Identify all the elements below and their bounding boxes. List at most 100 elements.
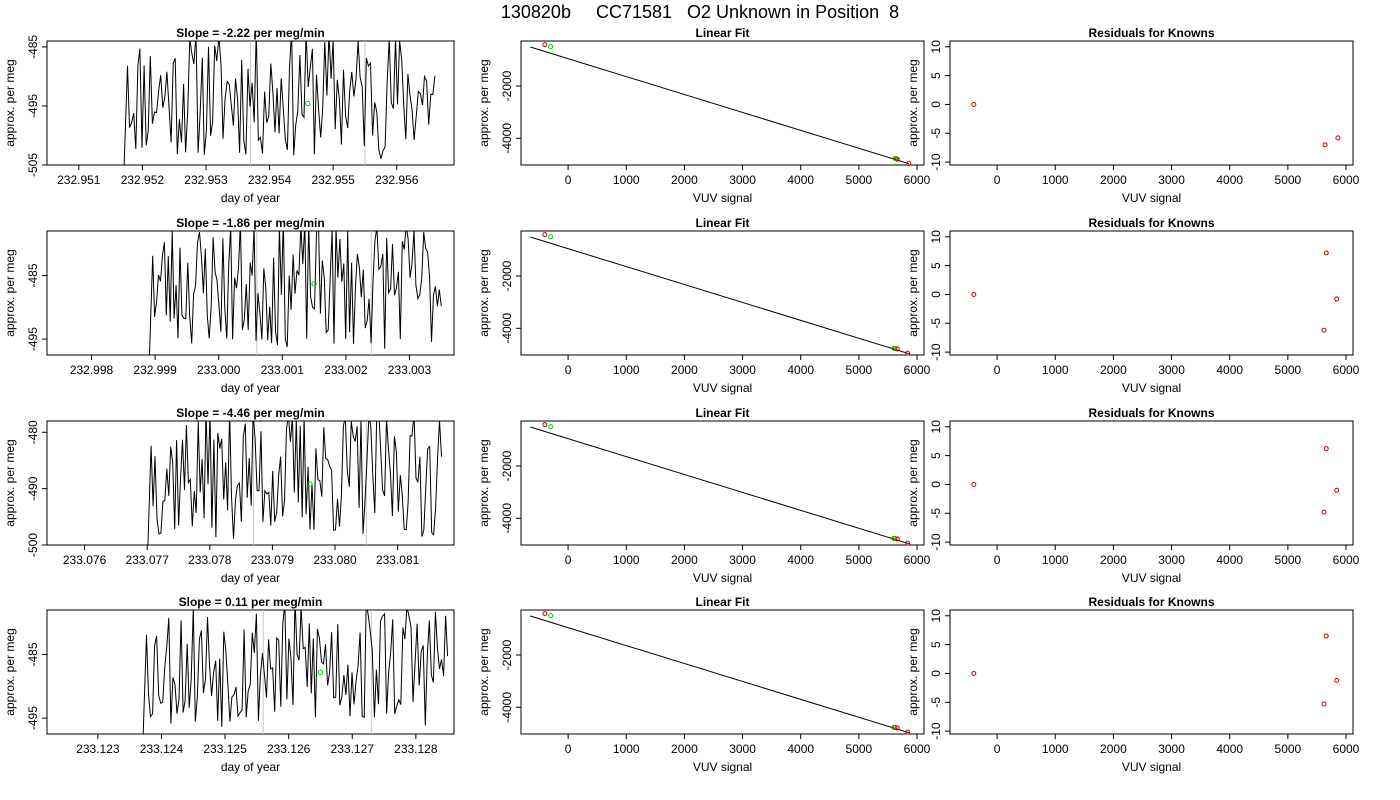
resid-panel-ytick-label: 0 xyxy=(929,101,943,108)
row-4: Slope = 0.11 per meg/min 233.123 233.124 23… xyxy=(3,595,1360,774)
time-panel-title: Slope = -2.22 per meg/min xyxy=(176,26,324,40)
time-panel-xtick-label: 233.123 xyxy=(76,742,120,756)
resid-panel-xtick-label: 4000 xyxy=(1216,363,1243,377)
time-panel-ytick-label: -485 xyxy=(26,35,40,59)
time-panel-xtick-label: 233.081 xyxy=(376,553,420,567)
resid-panel-xtick-label: 6000 xyxy=(1333,173,1360,187)
resid-panel-ytick-label: 10 xyxy=(929,609,943,623)
linear-fit-panel: Linear Fit 0 1000 2000 3000 4000 5000 6000 -4000… xyxy=(477,216,931,395)
resid-panel-xtick-label: 4000 xyxy=(1216,742,1243,756)
residual-point xyxy=(1335,135,1341,141)
resid-panel-ytick-label: 0 xyxy=(929,670,943,677)
resid-panel-xtick-label: 5000 xyxy=(1275,553,1302,567)
linear-fit-panel: Linear Fit 0 1000 2000 3000 4000 5000 6000 -4000… xyxy=(477,406,931,585)
row-3: Slope = -4.46 per meg/min 233.076 233.077 2… xyxy=(3,406,1360,585)
fit-panel-xtick-label: 3000 xyxy=(729,553,756,567)
resid-panel-ylabel: approx. per meg xyxy=(906,249,920,336)
time-panel-xlabel: day of year xyxy=(221,191,280,205)
fit-panel-xtick-label: 6000 xyxy=(904,363,931,377)
time-mean-point xyxy=(317,669,324,676)
resid-panel-xtick-label: 5000 xyxy=(1275,742,1302,756)
fit-panel-ytick-label: -2000 xyxy=(500,70,514,101)
time-panel-ytick-label: -495 xyxy=(26,327,40,351)
time-panel-xtick-label: 233.077 xyxy=(125,553,169,567)
fit-panel-frame xyxy=(520,420,925,546)
fit-unknown-point xyxy=(548,424,554,430)
fit-panel-xtick-label: 5000 xyxy=(846,173,873,187)
resid-panel-ytick-label: -5 xyxy=(929,318,943,329)
resid-panel-xlabel: VUV signal xyxy=(1122,191,1181,205)
resid-panel-frame xyxy=(949,40,1354,166)
time-panel-ytick-label: -480 xyxy=(26,420,40,444)
time-mean-point xyxy=(307,481,313,487)
time-mean-point xyxy=(311,281,317,287)
resid-panel-xtick-label: 2000 xyxy=(1100,553,1127,567)
fit-panel-title: Linear Fit xyxy=(695,595,749,609)
resid-panel-ytick-label: -5 xyxy=(929,697,943,708)
resid-panel-xtick-label: 0 xyxy=(994,553,1001,567)
resid-panel-xtick-label: 5000 xyxy=(1275,363,1302,377)
time-panel-xtick-label: 233.124 xyxy=(140,742,184,756)
residual-point xyxy=(1334,487,1340,493)
time-series-line xyxy=(123,41,436,165)
fit-panel-xtick-label: 3000 xyxy=(729,742,756,756)
fit-panel-ytick-label: -4000 xyxy=(500,692,514,723)
resid-panel-xtick-label: 3000 xyxy=(1158,742,1185,756)
resid-panel-xtick-label: 2000 xyxy=(1100,173,1127,187)
resid-panel-ylabel: approx. per meg xyxy=(906,628,920,715)
time-panel-xtick-label: 232.952 xyxy=(121,173,165,187)
resid-panel-xtick-label: 1000 xyxy=(1042,742,1069,756)
fit-panel-xtick-label: 6000 xyxy=(904,742,931,756)
resid-panel-ytick-label: 0 xyxy=(929,291,943,298)
fit-panel-xtick-label: 5000 xyxy=(846,553,873,567)
fit-unknown-point xyxy=(891,345,897,351)
fit-unknown-point xyxy=(891,724,897,730)
fit-known-point xyxy=(542,232,548,238)
fit-panel-xtick-label: 6000 xyxy=(904,173,931,187)
resid-panel-ylabel: approx. per meg xyxy=(906,439,920,526)
resid-panel-title: Residuals for Knowns xyxy=(1088,216,1214,230)
time-panel-ytick-label: -490 xyxy=(26,476,40,500)
time-panel-xtick-label: 233.079 xyxy=(251,553,295,567)
resid-panel-frame xyxy=(949,230,1354,356)
fit-panel-ylabel: approx. per meg xyxy=(477,439,491,526)
time-panel-xtick-label: 233.078 xyxy=(188,553,232,567)
fit-known-point xyxy=(906,160,912,166)
resid-panel-ytick-label: 5 xyxy=(929,262,943,269)
fit-panel-xtick-label: 2000 xyxy=(671,363,698,377)
linear-fit-panel: Linear Fit 0 1000 2000 3000 4000 5000 6000 -4000… xyxy=(477,26,931,205)
fit-panel-frame xyxy=(520,230,925,356)
time-panel-xtick-label: 233.001 xyxy=(261,363,305,377)
time-panel-xtick-label: 232.999 xyxy=(133,363,177,377)
time-panel-xtick-label: 233.126 xyxy=(267,742,311,756)
time-panel-ytick-label: -495 xyxy=(26,94,40,118)
fit-line xyxy=(530,236,910,355)
time-panel-ylabel: approx. per meg xyxy=(3,59,17,146)
fit-panel-xtick-label: 1000 xyxy=(613,363,640,377)
resid-panel-title: Residuals for Knowns xyxy=(1088,595,1214,609)
resid-panel-ytick-label: 5 xyxy=(929,452,943,459)
time-panel-xtick-label: 233.080 xyxy=(313,553,357,567)
residual-point xyxy=(1321,327,1327,333)
residual-point xyxy=(971,670,977,676)
residual-point xyxy=(1323,250,1329,256)
resid-panel-xtick-label: 6000 xyxy=(1333,363,1360,377)
fit-unknown-point xyxy=(548,613,554,619)
residual-point xyxy=(1323,633,1329,639)
fit-line xyxy=(530,426,910,545)
time-series-panel: Slope = -4.46 per meg/min 233.076 233.077 2… xyxy=(3,406,455,585)
resid-panel-xtick-label: 4000 xyxy=(1216,173,1243,187)
fit-panel-xtick-label: 3000 xyxy=(729,173,756,187)
resid-panel-title: Residuals for Knowns xyxy=(1088,26,1214,40)
resid-panel-xtick-label: 3000 xyxy=(1158,553,1185,567)
fit-panel-xlabel: VUV signal xyxy=(693,760,752,774)
fit-panel-xtick-label: 1000 xyxy=(613,742,640,756)
resid-panel-xtick-label: 2000 xyxy=(1100,742,1127,756)
fit-panel-xtick-label: 2000 xyxy=(671,173,698,187)
resid-panel-ytick-label: 10 xyxy=(929,40,943,54)
residual-point xyxy=(971,291,977,297)
fit-known-point xyxy=(542,422,548,428)
fit-panel-title: Linear Fit xyxy=(695,406,749,420)
time-panel-xtick-label: 233.125 xyxy=(203,742,247,756)
fit-known-point xyxy=(905,540,911,546)
